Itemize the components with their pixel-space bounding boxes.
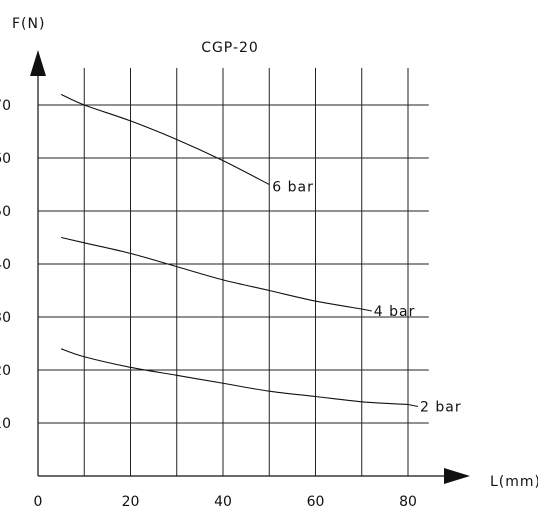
- y-tick-label: 50: [0, 204, 11, 220]
- x-axis-arrow-icon: [444, 468, 470, 484]
- series-label: 2 bar: [420, 399, 462, 415]
- series: 6 bar 4 bar 2 bar: [60, 93, 462, 415]
- axes: [30, 50, 470, 484]
- grid: [38, 67, 429, 476]
- series-leader-line: [361, 308, 372, 312]
- series-line: [60, 348, 409, 405]
- y-tick-label: 20: [0, 363, 11, 379]
- x-tick-label: 80: [399, 494, 417, 510]
- x-axis-label: L(mm): [490, 474, 538, 490]
- y-axis-arrow-icon: [30, 50, 46, 76]
- series-line: [61, 236, 362, 310]
- x-tick-label: 0: [34, 494, 43, 510]
- y-tick-label: 70: [0, 98, 11, 114]
- y-tick-label: 60: [0, 151, 11, 167]
- series-leader-line: [407, 403, 419, 407]
- chart-title: CGP-20: [201, 40, 259, 56]
- tick-labels: 0 20 40 60 80 10 20 30 40 50 60 70: [0, 98, 417, 510]
- series-label: 4 bar: [374, 304, 416, 320]
- y-tick-label: 30: [0, 310, 11, 326]
- y-axis-label: F(N): [12, 16, 45, 32]
- series-line: [60, 93, 270, 185]
- y-tick-label: 10: [0, 416, 11, 432]
- y-tick-label: 40: [0, 257, 11, 273]
- x-tick-label: 40: [214, 494, 232, 510]
- series-label: 6 bar: [272, 180, 314, 196]
- x-tick-label: 20: [122, 494, 140, 510]
- x-tick-label: 60: [307, 494, 325, 510]
